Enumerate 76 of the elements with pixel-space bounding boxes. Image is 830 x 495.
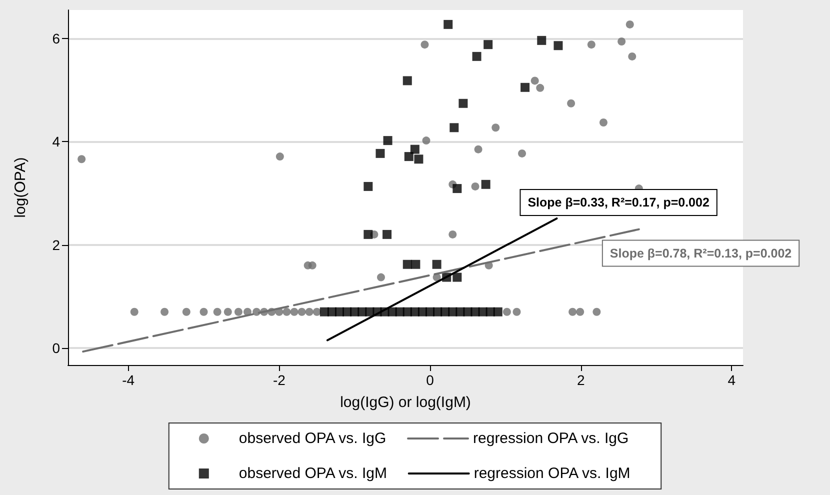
x-tick-label: -4 <box>122 372 135 388</box>
point <box>471 182 480 190</box>
legend-label: regression OPA vs. IgG <box>473 430 629 447</box>
point <box>502 308 511 316</box>
point <box>472 52 482 61</box>
point <box>160 308 169 316</box>
point <box>420 40 429 49</box>
annotation: Slope β=0.33, R²=0.17, p=0.002 <box>528 195 710 210</box>
point <box>626 20 634 28</box>
point <box>530 76 539 85</box>
point <box>298 308 306 316</box>
legend-label: observed OPA vs. IgG <box>238 430 386 447</box>
x-tick-label: 2 <box>576 372 585 388</box>
point <box>282 308 291 316</box>
point <box>402 76 412 86</box>
point <box>308 261 316 270</box>
point <box>493 307 502 316</box>
point <box>576 308 584 316</box>
point <box>182 308 190 316</box>
y-tick-label: 4 <box>52 134 60 150</box>
y-tick-label: 6 <box>52 30 60 46</box>
point <box>224 308 232 316</box>
point <box>599 118 608 126</box>
point <box>458 98 468 108</box>
annotation: Slope β=0.78, R²=0.13, p=0.002 <box>610 246 792 260</box>
point <box>474 145 482 154</box>
point <box>410 144 420 154</box>
point <box>452 272 462 282</box>
point <box>364 230 373 239</box>
point <box>452 184 462 194</box>
point <box>383 136 392 146</box>
point <box>587 40 596 49</box>
point <box>364 182 373 191</box>
point <box>554 41 563 50</box>
point <box>414 154 424 164</box>
point <box>213 308 222 316</box>
point <box>444 20 453 29</box>
point <box>484 40 493 50</box>
point <box>382 230 392 239</box>
point <box>520 82 530 92</box>
point <box>628 52 636 60</box>
legend-label: regression OPA vs. IgM <box>474 465 630 482</box>
point <box>376 273 385 282</box>
point <box>450 123 459 132</box>
point <box>567 99 576 108</box>
y-axis-title: log(OPA) <box>12 157 29 218</box>
point <box>305 308 314 316</box>
point <box>481 180 490 189</box>
point <box>448 230 457 238</box>
point <box>537 36 546 45</box>
point <box>78 155 86 164</box>
x-tick-label: 0 <box>426 372 434 388</box>
point <box>568 308 577 316</box>
point <box>518 149 526 158</box>
point <box>592 308 601 316</box>
point <box>404 152 414 162</box>
point <box>312 308 321 316</box>
point <box>376 148 385 158</box>
point <box>276 152 284 161</box>
point <box>492 124 500 132</box>
point <box>411 260 420 269</box>
legend-label: observed OPA vs. IgM <box>238 465 388 482</box>
point <box>432 260 442 269</box>
y-tick-label: 0 <box>52 340 60 356</box>
point <box>200 308 208 316</box>
x-axis-title: log(IgG) or log(IgM) <box>340 394 471 411</box>
point <box>536 84 544 92</box>
point <box>234 308 242 316</box>
x-tick-label: 4 <box>728 372 736 388</box>
point <box>290 308 298 316</box>
x-tick-label: -2 <box>272 372 286 388</box>
y-tick-label: 2 <box>52 236 60 253</box>
point <box>130 308 138 316</box>
point <box>422 136 430 145</box>
point <box>618 37 626 46</box>
point <box>512 308 521 316</box>
